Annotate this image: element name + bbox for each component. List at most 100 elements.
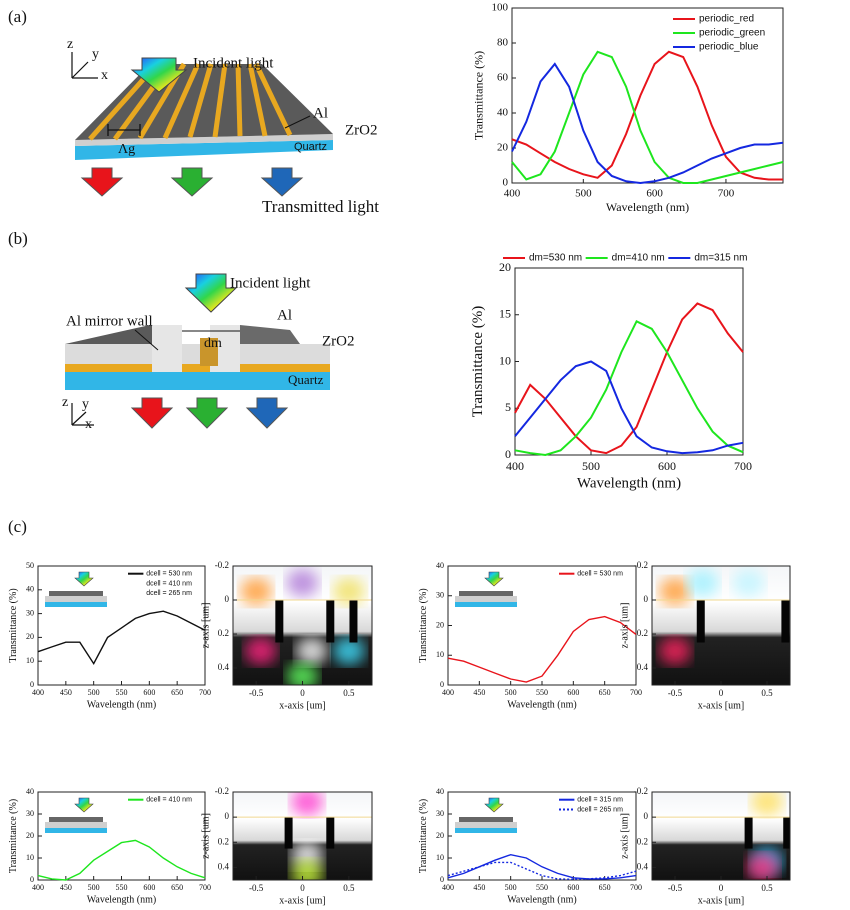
y-tick-label: 0.2 [637, 836, 648, 846]
al-label: Al [277, 307, 292, 323]
x-tick-label: 450 [60, 883, 72, 892]
series-line [514, 319, 744, 457]
x-tick-label: 500 [575, 188, 592, 200]
arrow-green [185, 397, 229, 429]
y-tick-label: 0.4 [637, 662, 649, 672]
inset-arrow [484, 571, 504, 587]
series-line [514, 360, 744, 455]
y-axis-label: z-axis [um] [620, 603, 631, 649]
period-marker [107, 124, 141, 136]
x-tick-label: 600 [567, 883, 579, 892]
quartz-label: Quartz [294, 141, 327, 153]
field-map [652, 566, 790, 685]
x-axis-label: x-axis [um] [279, 895, 325, 906]
series-line [37, 610, 206, 665]
y-axis-label: Transmittance (%) [471, 51, 485, 140]
series-line [514, 302, 744, 455]
field-glow [240, 577, 273, 606]
y-tick-label: 20 [499, 260, 511, 274]
field-glow [291, 792, 324, 817]
x-tick-label: 550 [536, 883, 548, 892]
y-tick-label: 40 [26, 585, 34, 594]
zro2 [65, 344, 330, 364]
field-glow [295, 637, 328, 665]
arrow-red [130, 397, 174, 429]
field-glow [686, 569, 719, 597]
y-tick-label: -0.2 [215, 786, 229, 796]
x-tick-label: -0.5 [249, 688, 264, 698]
x-axis-label: x-axis [um] [698, 895, 744, 906]
period-label: Λg [118, 142, 135, 157]
y-tick-label: 0 [225, 811, 230, 821]
cell [200, 338, 218, 366]
legend-label: dcell = 410 nm [146, 797, 192, 804]
y-axis-label: Transmittance (%) [8, 588, 19, 662]
grating-top [75, 64, 333, 140]
series-line [447, 615, 637, 683]
series-line [447, 853, 637, 880]
x-tick-label: 0 [719, 688, 724, 698]
pillar [781, 600, 790, 643]
y-tick-label: 10 [26, 853, 34, 862]
y-tick-label: -0.2 [215, 560, 229, 570]
legend-label: periodic_green [699, 28, 765, 39]
y-tick-label: 0.2 [637, 628, 648, 638]
field-glow [732, 569, 765, 597]
x-axis-label: Wavelength (nm) [577, 475, 681, 491]
field-glow [332, 577, 365, 606]
x-tick-label: 550 [116, 883, 128, 892]
panel-label: (c) [8, 517, 27, 536]
y-tick-label: 10 [499, 353, 511, 367]
y-tick-label: 0 [225, 594, 230, 604]
arrow-blue [260, 167, 304, 197]
y-tick-label: 40 [26, 787, 34, 796]
x-tick-label: 600 [567, 688, 579, 697]
x-tick-label: 450 [473, 883, 485, 892]
x-tick-label: 400 [442, 688, 454, 697]
y-tick-label: -0.2 [634, 786, 648, 796]
quartz-label: Quartz [288, 372, 324, 387]
y-tick-label: 0 [644, 811, 649, 821]
y-tick-label: 30 [26, 608, 34, 617]
x-tick-label: 600 [143, 883, 155, 892]
y-tick-label: 0.4 [218, 662, 230, 672]
x-tick-label: 650 [171, 883, 183, 892]
inset-arrow [74, 571, 94, 587]
inset-quartz [455, 602, 517, 607]
inset-al [459, 591, 513, 596]
mirror-label: Al mirror wall [66, 313, 153, 329]
x-tick-label: 0.5 [761, 688, 773, 698]
y-tick-label: 60 [497, 72, 509, 84]
inset-layer [455, 596, 517, 602]
plot-frame [447, 565, 637, 686]
legend-label: dm=410 nm [612, 253, 665, 264]
x-axis-label: x-axis [um] [279, 700, 325, 711]
inset-arrow [484, 797, 504, 813]
legend-label: dcell = 265 nm [577, 806, 623, 813]
y-tick-label: 100 [492, 2, 509, 14]
y-tick-label: 0 [30, 680, 34, 689]
axis-x: x [85, 417, 92, 432]
x-tick-label: 700 [630, 883, 642, 892]
legend-label: dm=530 nm [529, 253, 582, 264]
legend-label: dcell = 530 nm [577, 571, 623, 578]
axis-x: x [101, 68, 108, 83]
x-axis-label: Wavelength (nm) [87, 894, 156, 905]
x-tick-label: 700 [630, 688, 642, 697]
x-tick-label: 700 [199, 688, 211, 697]
y-tick-label: 0.4 [637, 861, 649, 871]
y-axis-label: Transmittance (%) [418, 799, 429, 873]
panel-label: (b) [8, 229, 28, 248]
y-tick-label: 30 [436, 809, 444, 818]
incident-arrow [130, 57, 188, 93]
x-tick-label: 500 [582, 459, 600, 473]
inset-al [49, 591, 103, 596]
y-tick-label: 20 [497, 142, 509, 154]
pillar [349, 600, 358, 643]
x-tick-label: 400 [506, 459, 524, 473]
series-line [37, 839, 206, 881]
y-tick-label: 40 [497, 107, 509, 119]
y-tick-label: 0 [440, 875, 444, 884]
y-tick-label: 30 [26, 809, 34, 818]
x-tick-label: 700 [718, 188, 735, 200]
